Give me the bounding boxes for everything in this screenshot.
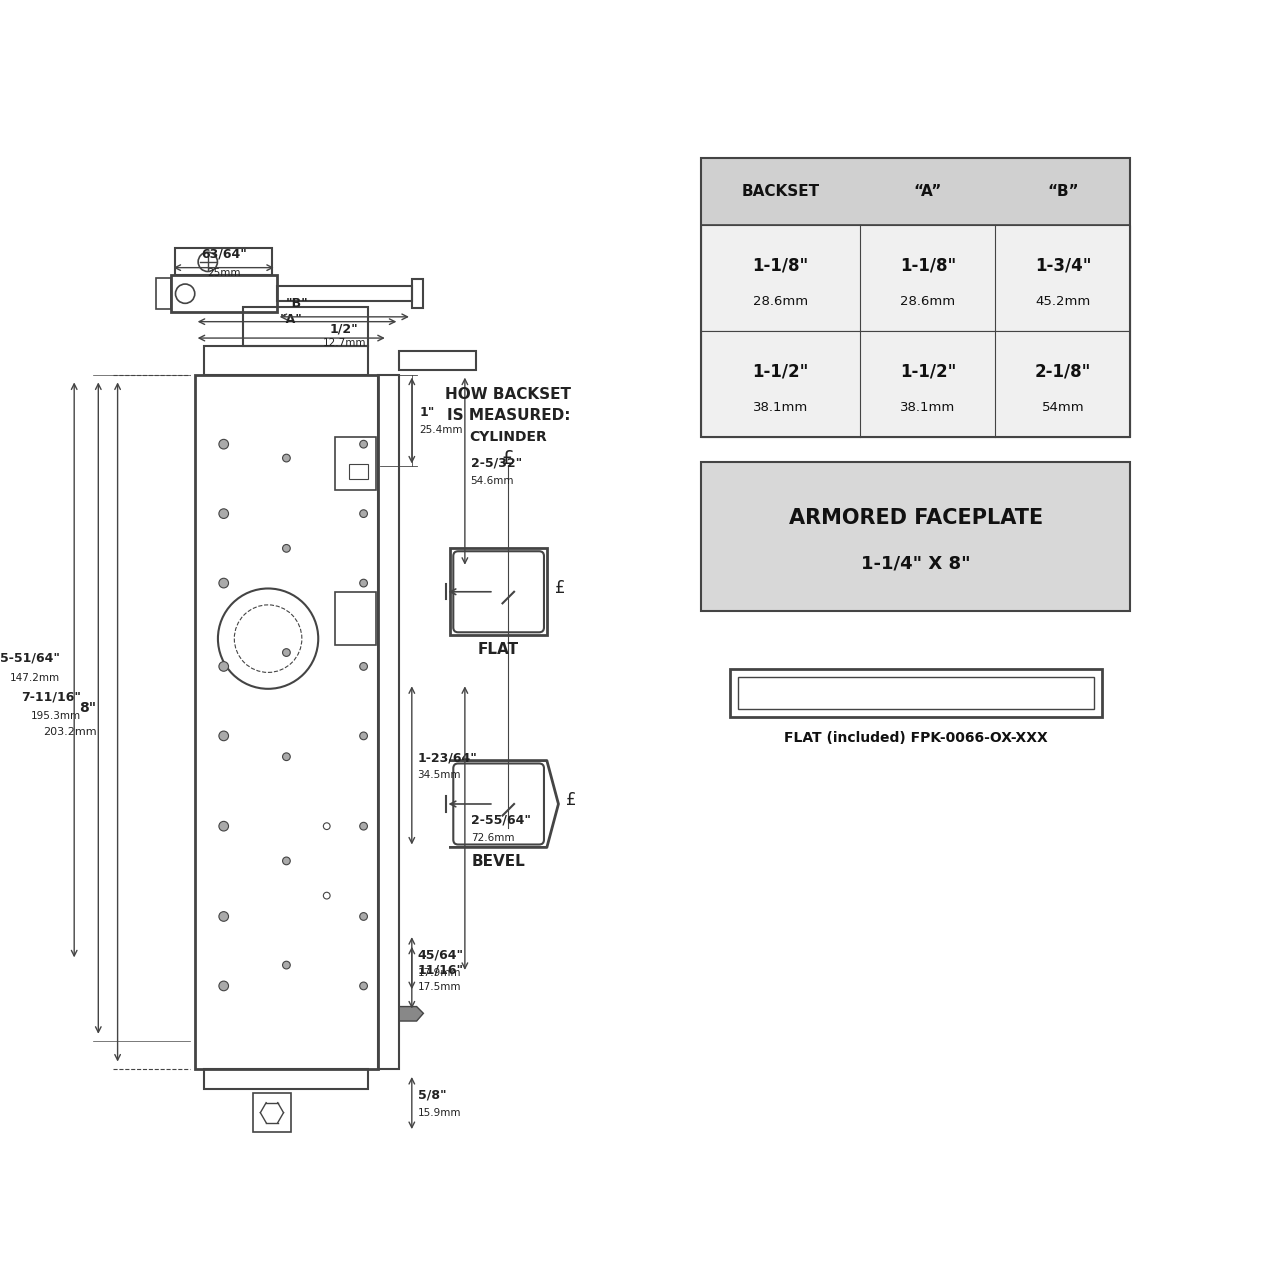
Text: "B": "B"	[285, 297, 308, 310]
Bar	[737, 677, 1094, 709]
Text: 15.9mm: 15.9mm	[417, 1107, 461, 1117]
Text: 1-1/2": 1-1/2"	[900, 362, 956, 380]
Bar	[205, 1069, 369, 1088]
Circle shape	[219, 822, 229, 831]
Bar	[276, 287, 412, 301]
Circle shape	[219, 509, 229, 518]
Text: 1-3/4": 1-3/4"	[1034, 256, 1092, 274]
Circle shape	[360, 509, 367, 517]
Text: BACKSET: BACKSET	[741, 184, 820, 198]
Text: 17.5mm: 17.5mm	[417, 982, 461, 992]
Text: 54mm: 54mm	[1042, 401, 1084, 415]
Text: 1-1/8": 1-1/8"	[753, 256, 809, 274]
Text: 45.2mm: 45.2mm	[1036, 296, 1091, 308]
Text: 12.7mm: 12.7mm	[323, 338, 366, 348]
Bar	[451, 548, 547, 635]
Circle shape	[283, 454, 291, 462]
Text: 147.2mm: 147.2mm	[9, 672, 60, 682]
Text: 63/64": 63/64"	[201, 247, 247, 261]
Text: 2-5/32": 2-5/32"	[471, 457, 522, 470]
Text: 38.1mm: 38.1mm	[900, 401, 956, 415]
Text: 34.5mm: 34.5mm	[417, 771, 461, 780]
Text: 5-51/64": 5-51/64"	[0, 652, 60, 664]
Bar	[156, 278, 170, 310]
Bar	[243, 307, 369, 346]
Text: 54.6mm: 54.6mm	[471, 476, 515, 486]
Polygon shape	[399, 1006, 424, 1021]
Text: BEVEL: BEVEL	[472, 854, 526, 869]
Circle shape	[219, 731, 229, 741]
Circle shape	[283, 961, 291, 969]
Bar	[701, 157, 1130, 225]
Bar	[252, 1093, 292, 1132]
Text: CYLINDER: CYLINDER	[470, 430, 547, 444]
Circle shape	[360, 580, 367, 588]
Text: “B”: “B”	[1047, 184, 1079, 198]
Text: 1-1/8": 1-1/8"	[900, 256, 956, 274]
Text: £: £	[502, 449, 515, 468]
Bar	[334, 591, 376, 645]
Circle shape	[360, 913, 367, 920]
Text: 7-11/16": 7-11/16"	[20, 690, 81, 703]
Circle shape	[360, 982, 367, 989]
Text: 28.6mm: 28.6mm	[900, 296, 955, 308]
Text: “A”: “A”	[914, 184, 942, 198]
Circle shape	[360, 440, 367, 448]
Bar	[195, 375, 378, 1069]
Circle shape	[360, 732, 367, 740]
Text: 8": 8"	[79, 700, 96, 714]
Text: 25.4mm: 25.4mm	[420, 425, 463, 435]
Bar	[334, 438, 376, 490]
Text: ARMORED FACEPLATE: ARMORED FACEPLATE	[788, 508, 1043, 529]
Circle shape	[219, 579, 229, 588]
Bar	[701, 332, 1130, 438]
Text: 1/2": 1/2"	[330, 323, 358, 335]
Circle shape	[219, 439, 229, 449]
Text: 1": 1"	[420, 406, 435, 420]
Text: 45/64": 45/64"	[417, 948, 463, 963]
Text: 17.9mm: 17.9mm	[417, 968, 461, 978]
Circle shape	[283, 544, 291, 552]
Text: 11/16": 11/16"	[417, 964, 463, 977]
Text: 38.1mm: 38.1mm	[753, 401, 809, 415]
Circle shape	[219, 662, 229, 671]
Bar	[730, 669, 1102, 717]
Text: £: £	[554, 579, 564, 596]
Text: 1-1/4" X 8": 1-1/4" X 8"	[861, 554, 970, 572]
Text: £: £	[566, 791, 577, 809]
Text: "A": "A"	[280, 314, 302, 326]
Text: HOW BACKSET: HOW BACKSET	[445, 387, 571, 402]
Circle shape	[283, 858, 291, 865]
Text: FLAT: FLAT	[477, 643, 520, 657]
Bar	[175, 248, 271, 275]
Text: 72.6mm: 72.6mm	[471, 833, 515, 842]
Bar	[412, 279, 424, 308]
Text: FLAT (included) FPK-0066-OX-XXX: FLAT (included) FPK-0066-OX-XXX	[783, 731, 1048, 745]
Bar	[701, 462, 1130, 611]
Text: 2-1/8": 2-1/8"	[1034, 362, 1091, 380]
Text: 195.3mm: 195.3mm	[31, 710, 81, 721]
Bar	[205, 346, 369, 375]
Bar	[701, 157, 1130, 438]
Bar	[170, 275, 276, 312]
Circle shape	[360, 822, 367, 829]
Circle shape	[219, 911, 229, 922]
Text: 2-55/64": 2-55/64"	[471, 814, 531, 827]
Circle shape	[360, 663, 367, 671]
Bar	[399, 351, 476, 370]
Text: 28.6mm: 28.6mm	[753, 296, 809, 308]
Bar	[349, 465, 369, 479]
Bar	[378, 375, 399, 1069]
Circle shape	[283, 753, 291, 760]
Text: 5/8": 5/8"	[417, 1089, 447, 1102]
Text: 1-23/64": 1-23/64"	[417, 751, 477, 764]
Circle shape	[219, 980, 229, 991]
Bar	[701, 225, 1130, 332]
Text: 1-1/2": 1-1/2"	[753, 362, 809, 380]
Text: 25mm: 25mm	[207, 268, 241, 278]
Circle shape	[283, 649, 291, 657]
Text: IS MEASURED:: IS MEASURED:	[447, 408, 570, 422]
Text: 203.2mm: 203.2mm	[42, 727, 96, 737]
